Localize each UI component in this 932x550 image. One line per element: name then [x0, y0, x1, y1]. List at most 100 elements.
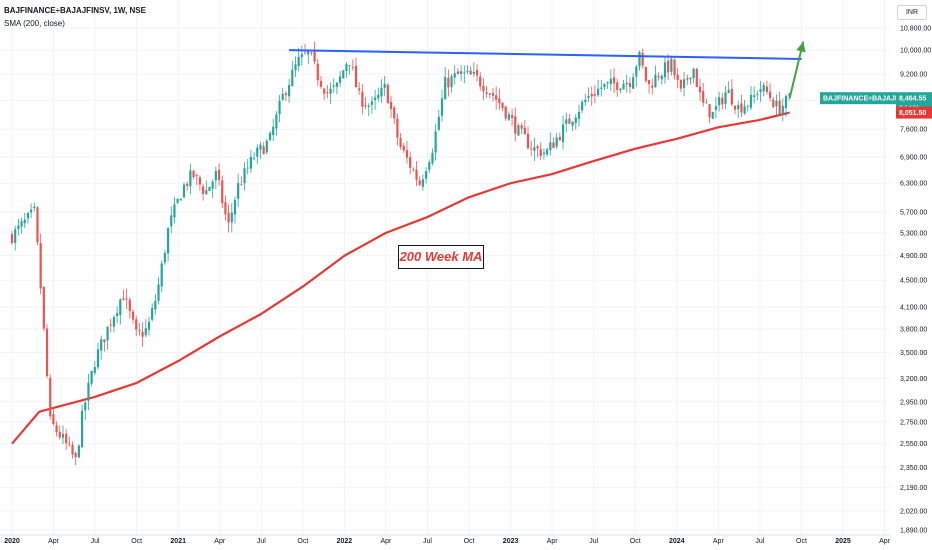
y-tick-label: 2,950.00	[900, 399, 927, 406]
candle-body	[205, 190, 208, 195]
candle-body	[447, 77, 450, 88]
candle-body	[682, 79, 686, 88]
candle-body	[558, 136, 561, 140]
candle-body	[510, 115, 514, 118]
candle-body	[424, 171, 428, 179]
candle-body	[635, 66, 638, 77]
candle-body	[603, 83, 606, 88]
candle-body	[702, 91, 705, 103]
candle-body	[727, 89, 730, 94]
candle-body	[444, 77, 447, 100]
candle-body	[730, 89, 733, 105]
sma-layer	[11, 111, 790, 445]
x-tick-label: Apr	[380, 538, 392, 545]
candle-body	[453, 73, 456, 78]
candle-body	[106, 326, 109, 341]
candle-body	[303, 52, 307, 54]
candle-body	[26, 213, 30, 219]
candle-body	[577, 111, 581, 119]
candle-body	[233, 199, 237, 215]
candle-body	[606, 81, 609, 84]
candle-body	[596, 88, 600, 96]
sma-200-line	[11, 111, 790, 445]
x-tick-label: 2022	[337, 538, 353, 545]
candle-body	[759, 89, 762, 93]
candle-body	[338, 76, 342, 83]
candle-body	[358, 88, 361, 91]
candle-body	[186, 183, 189, 186]
candle-body	[638, 52, 641, 67]
candle-body	[523, 127, 526, 135]
candle-body	[536, 146, 539, 149]
candle-body	[632, 77, 635, 89]
candle-body	[278, 100, 281, 115]
candle-body	[463, 72, 466, 74]
y-tick-label: 3,200.00	[900, 376, 927, 383]
candle-body	[625, 82, 628, 85]
y-tick-label: 3,500.00	[900, 350, 927, 357]
x-tick-label: Oct	[297, 538, 308, 545]
candle-body	[30, 209, 33, 213]
candle-body	[491, 92, 495, 96]
candle-body	[488, 93, 491, 95]
candle-body	[71, 444, 74, 455]
y-tick-label: 2,350.00	[900, 465, 927, 472]
y-tick-label: 10,000.00	[900, 48, 931, 55]
candle-body	[749, 94, 753, 108]
x-tick-label: Jul	[91, 538, 100, 545]
candle-body	[58, 431, 61, 438]
candle-body	[431, 152, 434, 164]
x-tick-label: Oct	[630, 538, 641, 545]
candle-body	[692, 68, 695, 79]
candle-body	[409, 157, 412, 168]
candle-body	[173, 204, 176, 218]
candle-body	[189, 170, 192, 187]
candle-body	[112, 317, 116, 327]
candle-body	[144, 328, 147, 336]
ma-annotation: 200 Week MA	[398, 245, 484, 269]
y-tick-label: 6,900.00	[900, 155, 927, 162]
x-axis: 2020 Apr Jul Oct 2021 Apr Jul Oct 2022 Apr Jul Oct 2…	[0, 534, 891, 545]
indicator-legend[interactable]: SMA (200, close)	[4, 19, 65, 28]
candle-body	[619, 88, 622, 91]
drawings-layer	[289, 41, 806, 99]
candle-body	[351, 67, 354, 68]
candle-body	[676, 74, 679, 80]
last-price-label: 8,464.55	[899, 96, 926, 103]
candle-body	[609, 78, 612, 85]
candle-body	[335, 82, 338, 87]
x-tick-label: Jul	[257, 538, 266, 545]
candle-body	[42, 286, 45, 329]
x-tick-label: Jul	[423, 538, 432, 545]
candle-body	[135, 319, 138, 330]
y-axis: 10,800.0010,000.009,200.008,400.007,600.…	[900, 26, 931, 535]
candle-body	[119, 299, 122, 316]
currency-button[interactable]: INR	[897, 5, 927, 20]
candle-body	[284, 93, 288, 96]
candle-body	[367, 105, 370, 108]
candle-body	[660, 75, 663, 80]
candle-body	[20, 221, 23, 227]
candle-body	[297, 56, 300, 67]
y-tick-label: 4,500.00	[900, 278, 927, 285]
candle-body	[319, 80, 323, 87]
symbol-tag-label: BAJFINANCE÷BAJAJFINSV	[823, 96, 916, 103]
symbol-title[interactable]: BAJFINANCE÷BAJAJFINSV, 1W, NSE	[4, 6, 146, 15]
candle-body	[514, 116, 517, 134]
candle-body	[743, 106, 746, 114]
x-tick-label: Oct	[796, 538, 807, 545]
y-tick-label: 7,600.00	[900, 127, 927, 134]
candle-body	[252, 158, 256, 159]
candle-body	[90, 370, 93, 384]
candle-body	[396, 118, 399, 138]
candle-body	[374, 97, 377, 101]
candle-body	[221, 180, 224, 204]
candle-body	[316, 63, 319, 81]
candle-body	[472, 71, 475, 74]
candle-body	[689, 77, 692, 80]
candle-body	[641, 52, 644, 66]
candle-body	[281, 93, 284, 100]
candle-body	[475, 69, 479, 76]
